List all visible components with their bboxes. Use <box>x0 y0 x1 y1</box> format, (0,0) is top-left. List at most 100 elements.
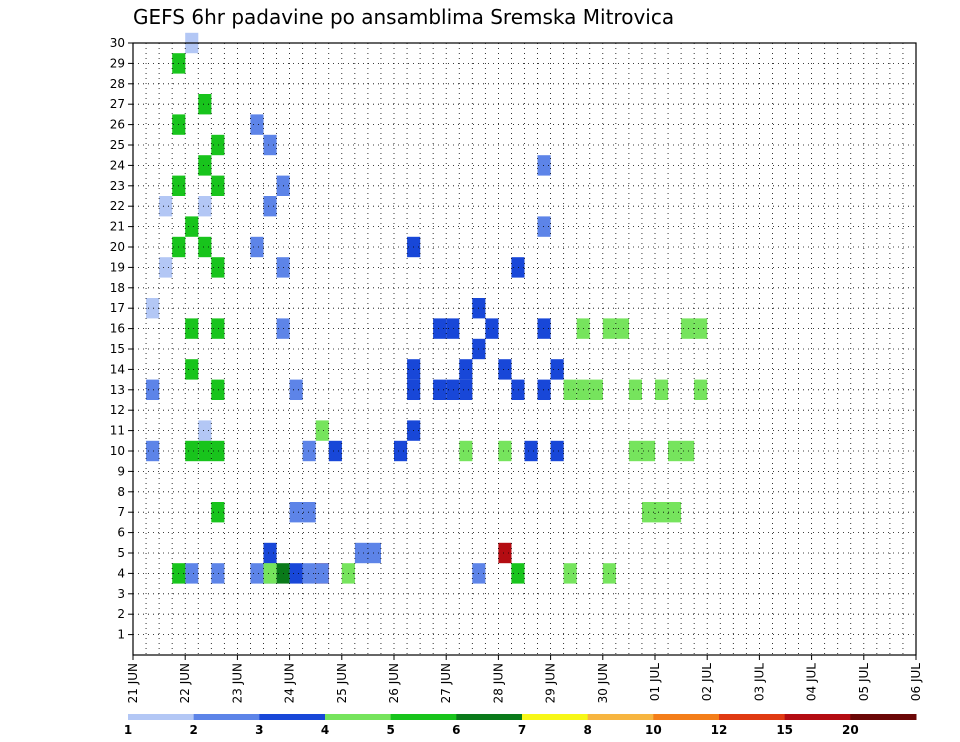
precip-cell <box>185 318 199 339</box>
y-tick-label: 19 <box>110 260 125 274</box>
precip-cell <box>511 379 525 400</box>
precip-cell <box>328 440 342 462</box>
precip-cell <box>159 196 173 217</box>
precip-cell <box>185 359 199 380</box>
legend-label: 20 <box>842 723 859 737</box>
precip-cell <box>511 257 525 278</box>
legend-swatch <box>850 714 917 720</box>
precip-cell <box>198 155 212 176</box>
precip-cell <box>433 379 447 400</box>
legend-label: 6 <box>452 723 460 737</box>
precip-cell <box>263 134 277 156</box>
y-tick-label: 21 <box>110 220 125 234</box>
precip-cell <box>302 563 316 584</box>
precip-cell <box>146 379 160 400</box>
precip-cell <box>602 318 616 339</box>
chart-title: GEFS 6hr padavine po ansamblima Sremska … <box>133 5 674 29</box>
precip-cell <box>446 379 460 400</box>
y-tick-label: 4 <box>117 566 125 580</box>
precip-cell <box>655 379 669 400</box>
y-tick-label: 23 <box>110 179 125 193</box>
legend-swatch <box>587 714 654 720</box>
legend-swatch <box>522 714 589 720</box>
precip-cell <box>602 563 616 584</box>
x-tick-label: 02 JUL <box>700 663 714 701</box>
legend-label: 10 <box>645 723 662 737</box>
precip-cell <box>211 440 225 462</box>
legend-label: 8 <box>583 723 591 737</box>
precip-cell <box>459 359 473 380</box>
y-tick-label: 6 <box>117 526 125 540</box>
precip-cell <box>628 440 642 462</box>
precip-cell <box>302 440 316 462</box>
y-tick-label: 22 <box>110 199 125 213</box>
precip-cell <box>146 440 160 462</box>
precip-cell <box>563 379 577 400</box>
x-tick-label: 06 JUL <box>909 663 923 701</box>
y-tick-label: 25 <box>110 138 125 152</box>
precip-cell <box>198 420 212 441</box>
y-tick-label: 30 <box>110 36 125 50</box>
precip-cell <box>550 440 564 462</box>
precip-cell <box>433 318 447 339</box>
precip-cell <box>498 542 512 564</box>
y-tick-label: 26 <box>110 118 125 132</box>
legend: 1 2 3 4 5 6 7 8 10 12 15 20 <box>124 714 917 737</box>
legend-swatch <box>259 714 326 720</box>
x-tick-label: 03 JUL <box>752 663 766 701</box>
precip-cell <box>211 175 225 196</box>
precip-cell <box>446 318 460 339</box>
precip-cell <box>315 420 329 441</box>
precip-cell <box>198 440 212 462</box>
x-tick-label: 23 JUN <box>230 663 244 703</box>
x-tick-label: 27 JUN <box>439 663 453 703</box>
y-tick-label: 3 <box>117 587 125 601</box>
precip-cell <box>550 359 564 380</box>
y-tick-label: 24 <box>110 158 125 172</box>
precip-cell <box>263 563 277 584</box>
precip-cell <box>537 155 551 176</box>
legend-swatch <box>390 714 457 720</box>
precip-cell <box>563 563 577 584</box>
legend-swatch <box>325 714 392 720</box>
precip-cell <box>367 542 381 564</box>
x-tick-label: 30 JUN <box>596 663 610 703</box>
precip-cell <box>250 236 264 258</box>
legend-swatch <box>653 714 720 720</box>
precip-cell <box>159 257 173 278</box>
x-tick-label: 24 JUN <box>283 663 297 703</box>
y-tick-label: 7 <box>117 505 125 519</box>
precip-cell <box>694 318 708 339</box>
precip-cell <box>694 379 708 400</box>
y-tick-label: 2 <box>117 607 125 621</box>
legend-label: 3 <box>255 723 263 737</box>
x-tick-label: 28 JUN <box>491 663 505 703</box>
y-tick-label: 20 <box>110 240 125 254</box>
legend-swatch <box>784 714 851 720</box>
y-tick-label: 29 <box>110 56 125 70</box>
precip-cell <box>185 440 199 462</box>
precip-cell <box>394 440 408 462</box>
x-tick-label: 25 JUN <box>335 663 349 703</box>
precip-cell <box>459 440 473 462</box>
x-tick-label: 05 JUL <box>857 663 871 701</box>
y-tick-label: 10 <box>110 444 125 458</box>
y-tick-label: 16 <box>110 322 125 336</box>
legend-label: 15 <box>776 723 793 737</box>
precip-cell <box>354 542 368 564</box>
precip-cells <box>146 32 708 584</box>
y-tick-label: 18 <box>110 281 125 295</box>
precip-cell <box>668 502 682 523</box>
legend-label: 4 <box>321 723 329 737</box>
precip-cell <box>250 563 264 584</box>
x-tick-label: 01 JUL <box>648 663 662 701</box>
y-tick-label: 9 <box>117 464 125 478</box>
precip-cell <box>511 563 525 584</box>
precip-cell <box>185 563 199 584</box>
x-axis-ticks: 21 JUN 22 JUN 23 JUN 24 JUN 25 JUN 26 JUN 27 J… <box>126 655 923 703</box>
legend-label: 5 <box>386 723 394 737</box>
precip-cell <box>681 440 695 462</box>
grid <box>133 42 916 655</box>
precip-cell <box>524 440 538 462</box>
y-tick-label: 15 <box>110 342 125 356</box>
